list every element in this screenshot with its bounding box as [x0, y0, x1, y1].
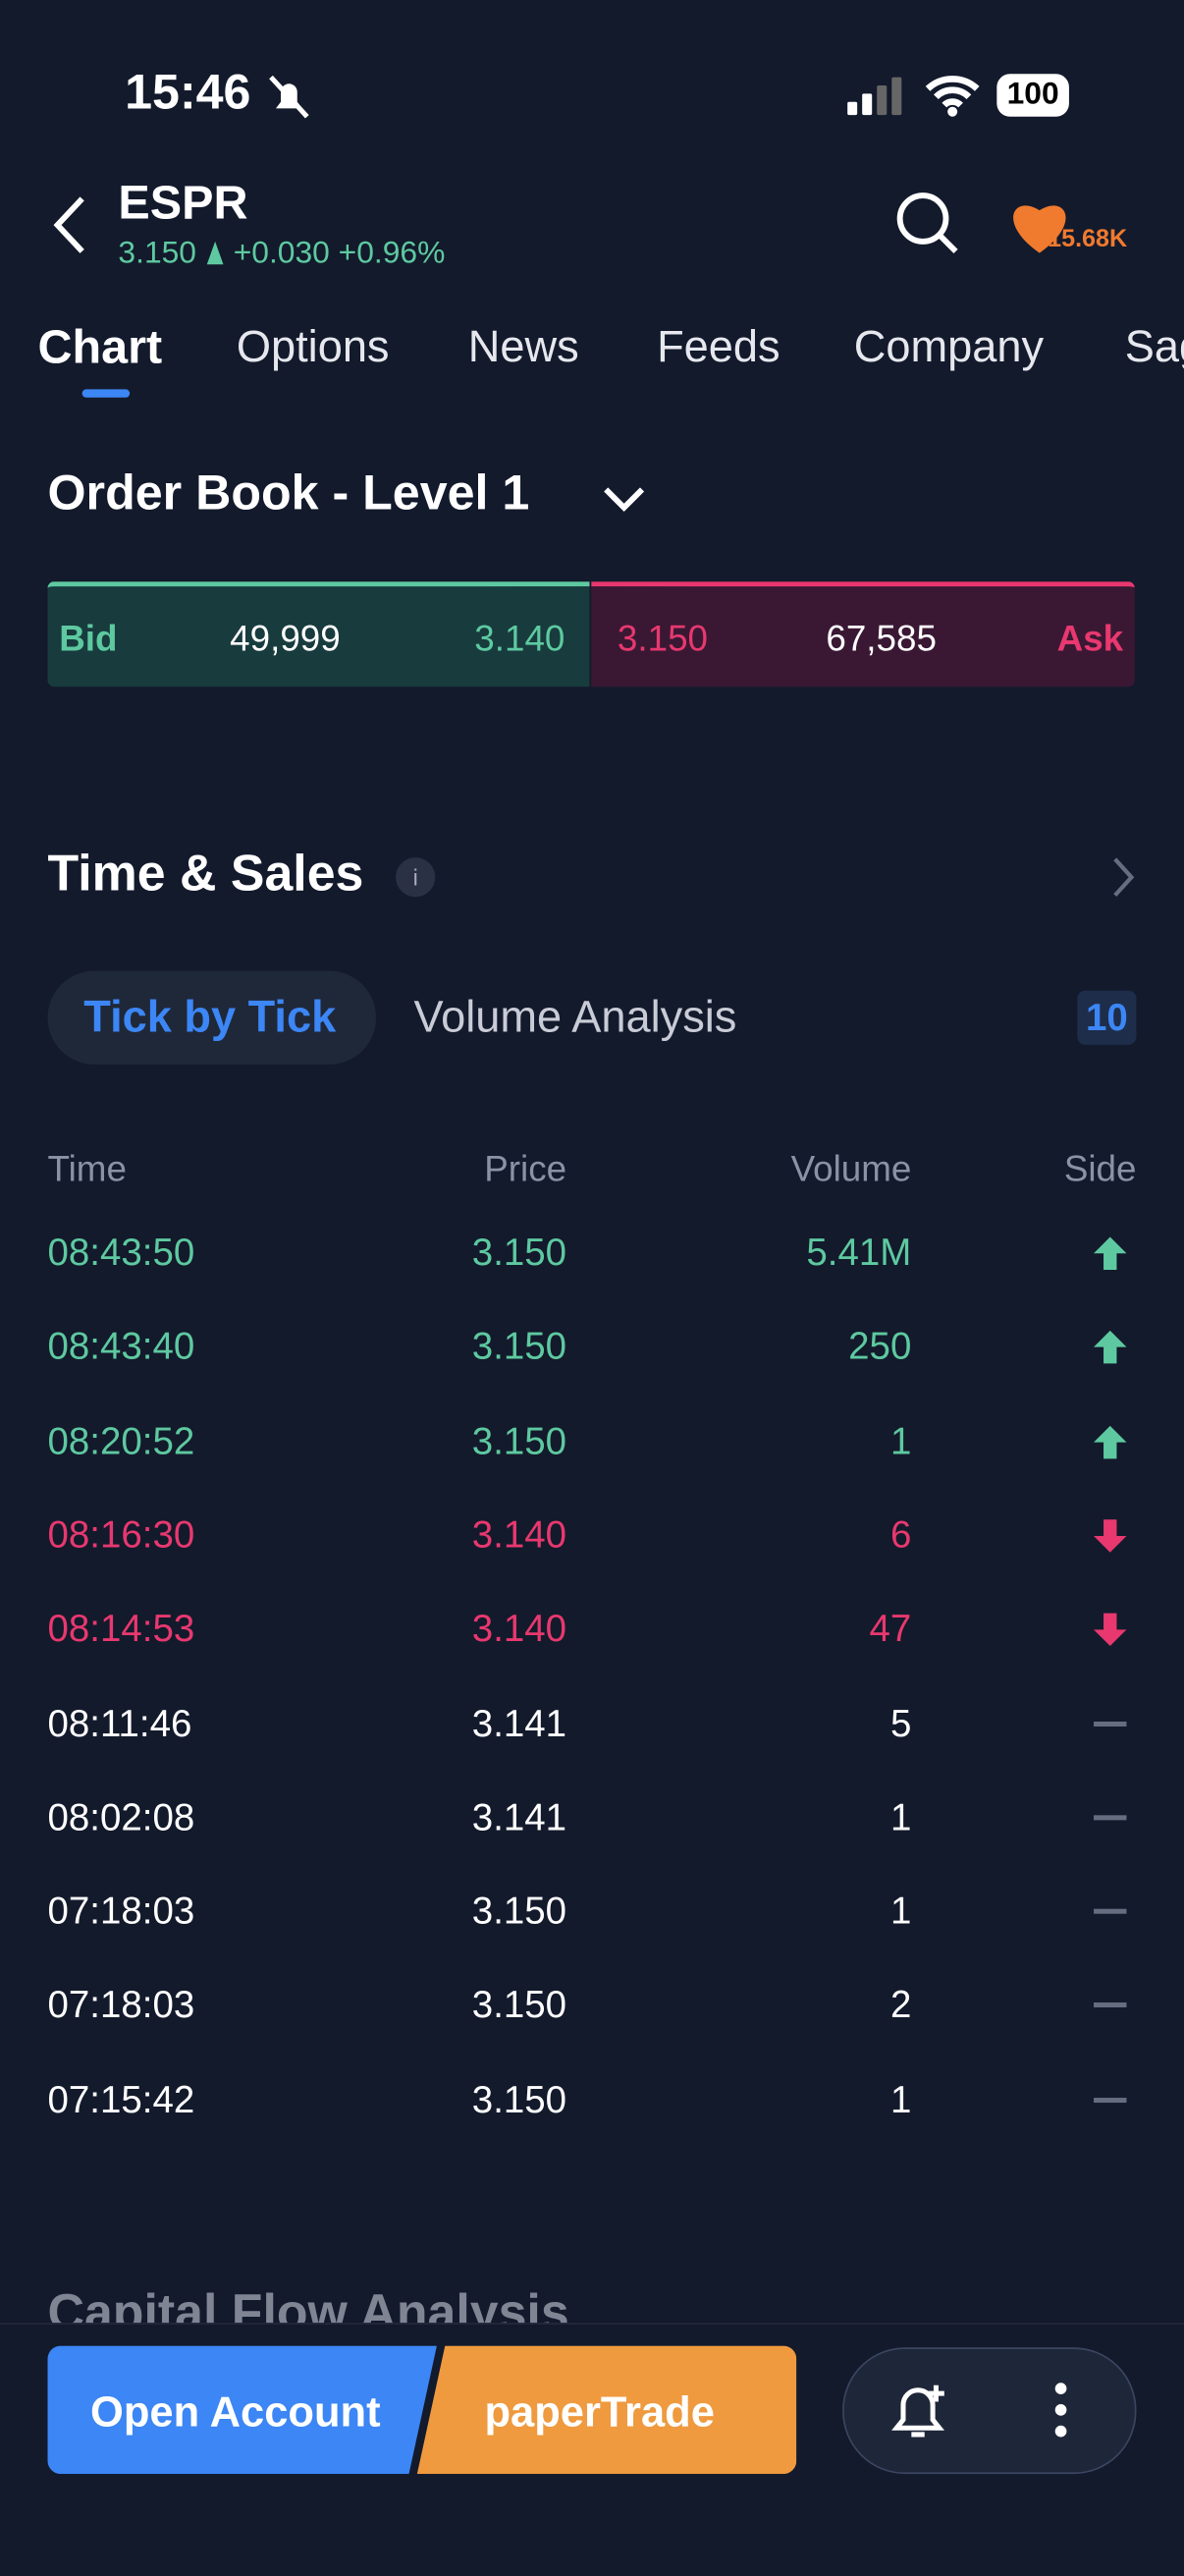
trade-price: 3.150	[471, 1230, 567, 1274]
trade-volume: 1	[889, 1418, 912, 1462]
trade-price: 3.141	[471, 1794, 567, 1838]
column-header: Time	[47, 1148, 127, 1190]
trade-price: 3.140	[471, 1607, 567, 1650]
side-icon	[1094, 2097, 1127, 2103]
side-icon	[1094, 1519, 1127, 1553]
action-buttons	[47, 2345, 797, 2475]
section-title: Order Book - Level 1	[47, 466, 530, 521]
trade-price: 3.150	[471, 1983, 567, 2027]
ask-size: 67,585	[826, 617, 937, 659]
trade-volume: 2	[889, 1983, 912, 2027]
dropdown-icon[interactable]	[601, 483, 647, 516]
trade-time: 08:43:40	[47, 1324, 195, 1368]
symbol: ESPR	[118, 177, 248, 231]
more-button[interactable]	[1048, 2379, 1074, 2444]
column-header: Side	[1063, 1148, 1137, 1190]
column-header: Volume	[790, 1148, 912, 1190]
trade-volume: 5	[889, 1701, 912, 1744]
subtab[interactable]: Tick by Tick	[83, 992, 337, 1042]
mute-icon	[269, 75, 309, 119]
trade-time: 08:20:52	[47, 1418, 195, 1462]
tab[interactable]: Company	[853, 321, 1045, 372]
tools-pill	[842, 2347, 1137, 2475]
tab-indicator	[81, 389, 131, 398]
bid-size: 49,999	[230, 617, 341, 659]
trade-price: 3.141	[471, 1701, 567, 1744]
more-arrow[interactable]	[1110, 854, 1137, 901]
search-button[interactable]	[893, 189, 962, 257]
trade-time: 08:43:50	[47, 1230, 195, 1274]
bid-label: Bid	[59, 617, 118, 659]
trade-time: 07:18:03	[47, 1889, 195, 1933]
trade-time: 08:16:30	[47, 1512, 195, 1556]
battery: 100	[996, 74, 1069, 117]
paper-trade-button[interactable]: paperTrade	[484, 2386, 715, 2437]
tab[interactable]: News	[467, 321, 579, 372]
ask-label: Ask	[1056, 617, 1124, 659]
watchers: 15.68K	[1048, 225, 1128, 253]
bid-panel	[47, 581, 590, 687]
change: +0.030	[233, 236, 330, 271]
side-icon	[1094, 1908, 1127, 1914]
trade-volume: 1	[889, 1889, 912, 1933]
open-account-button[interactable]: Open Account	[89, 2386, 381, 2437]
trade-price: 3.150	[471, 1889, 567, 1933]
tab[interactable]: Sag	[1124, 321, 1184, 372]
change-percent: +0.96%	[338, 236, 446, 271]
trade-time: 07:18:03	[47, 1983, 195, 2027]
trade-volume: 1	[889, 2077, 912, 2120]
quote: 3.150 +0.030 +0.96%	[118, 237, 445, 273]
side-icon	[1094, 1425, 1127, 1458]
up-icon	[206, 241, 224, 265]
price: 3.150	[118, 236, 196, 271]
watchlist-heart[interactable]	[1006, 193, 1075, 256]
ask-price: 3.150	[617, 617, 709, 659]
trade-volume: 5.41M	[806, 1230, 912, 1274]
back-button[interactable]	[49, 193, 88, 256]
trade-time: 08:02:08	[47, 1794, 195, 1838]
wifi-icon	[925, 76, 980, 117]
side-icon	[1094, 1236, 1127, 1270]
trade-volume: 47	[869, 1607, 912, 1650]
subtab[interactable]: Volume Analysis	[413, 992, 737, 1042]
column-header: Price	[484, 1148, 567, 1190]
tab[interactable]: Options	[236, 321, 390, 372]
section-title: Time & Sales	[47, 844, 364, 903]
side-icon	[1094, 2002, 1127, 2008]
tab[interactable]: Chart	[37, 321, 163, 375]
trade-time: 07:15:42	[47, 2077, 195, 2120]
trade-price: 3.150	[471, 2077, 567, 2120]
trade-price: 3.150	[471, 1324, 567, 1368]
tab[interactable]: Feeds	[657, 321, 780, 372]
side-icon	[1094, 1613, 1127, 1647]
info-icon[interactable]: i	[396, 857, 436, 898]
side-icon	[1094, 1814, 1127, 1821]
trade-price: 3.140	[471, 1512, 567, 1556]
row-count[interactable]: 10	[1077, 990, 1137, 1045]
trade-volume: 250	[848, 1324, 912, 1368]
trade-volume: 1	[889, 1794, 912, 1838]
ask-panel	[591, 581, 1135, 687]
side-icon	[1094, 1331, 1127, 1364]
trade-time: 08:14:53	[47, 1607, 195, 1650]
trade-price: 3.150	[471, 1418, 567, 1462]
alert-button[interactable]	[887, 2379, 952, 2444]
side-icon	[1094, 1721, 1127, 1726]
status-time: 15:46	[125, 65, 251, 121]
signal-icon	[847, 77, 902, 116]
trade-volume: 6	[889, 1512, 912, 1556]
active-subtab[interactable]	[47, 970, 377, 1065]
bid-price: 3.140	[474, 617, 565, 659]
trade-time: 08:11:46	[47, 1701, 192, 1744]
